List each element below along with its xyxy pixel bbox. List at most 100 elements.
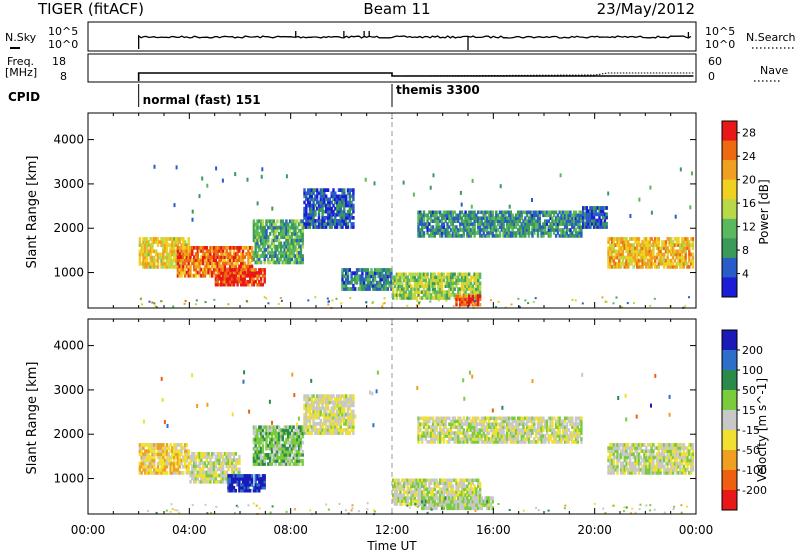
heatmap-cell (399, 278, 402, 283)
heatmap-cell (263, 225, 266, 230)
heatmap-cell (173, 458, 176, 463)
heatmap-cell (565, 228, 569, 232)
heatmap-cell (240, 264, 243, 269)
heatmap-cell (422, 219, 426, 223)
heatmap-cell (294, 456, 297, 460)
heatmap-cell (477, 222, 480, 226)
heatmap-cell (229, 474, 232, 478)
heatmap-cell (207, 455, 210, 459)
heatmap-cell (212, 452, 216, 456)
heatmap-cell (497, 216, 500, 220)
heatmap-cell (187, 267, 190, 272)
heatmap-cell (464, 290, 467, 294)
heatmap-cell (231, 270, 234, 275)
heatmap-cell (657, 237, 660, 241)
heatmap-cell (283, 247, 286, 252)
heatmap-cell (406, 278, 409, 283)
heatmap-cell (278, 425, 281, 430)
heatmap-cell (453, 287, 456, 291)
heatmap-cell (249, 264, 252, 269)
heatmap-cell (408, 281, 411, 285)
heatmap-cell (252, 446, 256, 451)
heatmap-cell (346, 209, 350, 214)
heatmap-cell (401, 296, 404, 300)
heatmap-cell (198, 473, 201, 478)
heatmap-cell (145, 249, 149, 254)
heatmap-cell (455, 234, 458, 238)
heatmap-cell (661, 258, 664, 263)
heatmap-cell (296, 225, 299, 230)
heatmap-cell (225, 261, 228, 266)
heatmap-cell (317, 191, 321, 196)
heatmap-cell (261, 440, 265, 445)
heatmap-cell (392, 484, 395, 489)
heatmap-cell (381, 274, 384, 279)
heatmap-cell (421, 478, 424, 483)
heatmap-cell (440, 293, 444, 297)
heatmap-cell (449, 496, 453, 501)
heatmap-cell (368, 271, 371, 276)
heatmap-cell (379, 268, 382, 272)
heatmap-cell (167, 258, 170, 263)
heatmap-cell (466, 496, 469, 501)
heatmap-cell (149, 246, 152, 251)
heatmap-cell (430, 281, 433, 285)
heatmap-cell (464, 284, 467, 288)
heatmap-cell (319, 397, 322, 402)
heatmap-cell (312, 209, 315, 214)
heatmap-cell (451, 478, 455, 483)
heatmap-cell (549, 225, 552, 229)
heatmap-cell (145, 240, 149, 244)
heatmap-cell (529, 210, 532, 215)
heatmap-cell (138, 237, 142, 241)
heatmap-cell (138, 243, 142, 247)
heatmap-cell (395, 496, 398, 500)
scatter-cell (649, 304, 652, 307)
heatmap-cell (691, 237, 695, 241)
heatmap-cell (554, 222, 558, 226)
heatmap-cell (180, 237, 183, 241)
heatmap-cell (178, 267, 181, 272)
heatmap-cell (287, 257, 290, 262)
heatmap-cell (229, 252, 232, 256)
heatmap-cell (451, 272, 455, 277)
heatmap-cell (462, 300, 465, 304)
heatmap-cell (619, 261, 623, 266)
heatmap-cell (468, 490, 471, 494)
heatmap-cell (392, 281, 395, 285)
heatmap-cell (614, 265, 617, 269)
heatmap-cell (332, 428, 335, 432)
heatmap-cell (477, 496, 480, 500)
heatmap-cell (194, 261, 198, 266)
heatmap-cell (509, 231, 512, 235)
heatmap-cell (417, 213, 420, 218)
heatmap-cell (156, 443, 160, 447)
heatmap-cell (174, 265, 178, 269)
heatmap-cell (641, 240, 644, 244)
heatmap-cell (138, 471, 142, 475)
heatmap-cell (442, 225, 446, 229)
heatmap-cell (341, 277, 344, 282)
heatmap-cell (558, 219, 561, 223)
heatmap-cell (363, 287, 366, 291)
heatmap-cell (147, 467, 151, 472)
heatmap-cell (319, 222, 322, 226)
heatmap-cell (178, 261, 181, 266)
heatmap-cell (520, 216, 523, 220)
heatmap-cell (397, 481, 400, 486)
heatmap-cell (162, 243, 165, 247)
heatmap-cell (241, 258, 245, 263)
heatmap-cell (373, 271, 377, 276)
heatmap-cell (350, 425, 353, 429)
heatmap-cell (395, 293, 398, 297)
heatmap-cell (587, 221, 590, 226)
heatmap-cell (348, 212, 351, 217)
heatmap-cell (209, 455, 212, 459)
heatmap-cell (194, 246, 198, 250)
heatmap-cell (221, 271, 225, 275)
heatmap-cell (442, 275, 446, 280)
heatmap-cell (507, 210, 511, 215)
heatmap-cell (263, 425, 266, 430)
heatmap-cell (471, 216, 474, 220)
heatmap-cell (462, 481, 465, 486)
